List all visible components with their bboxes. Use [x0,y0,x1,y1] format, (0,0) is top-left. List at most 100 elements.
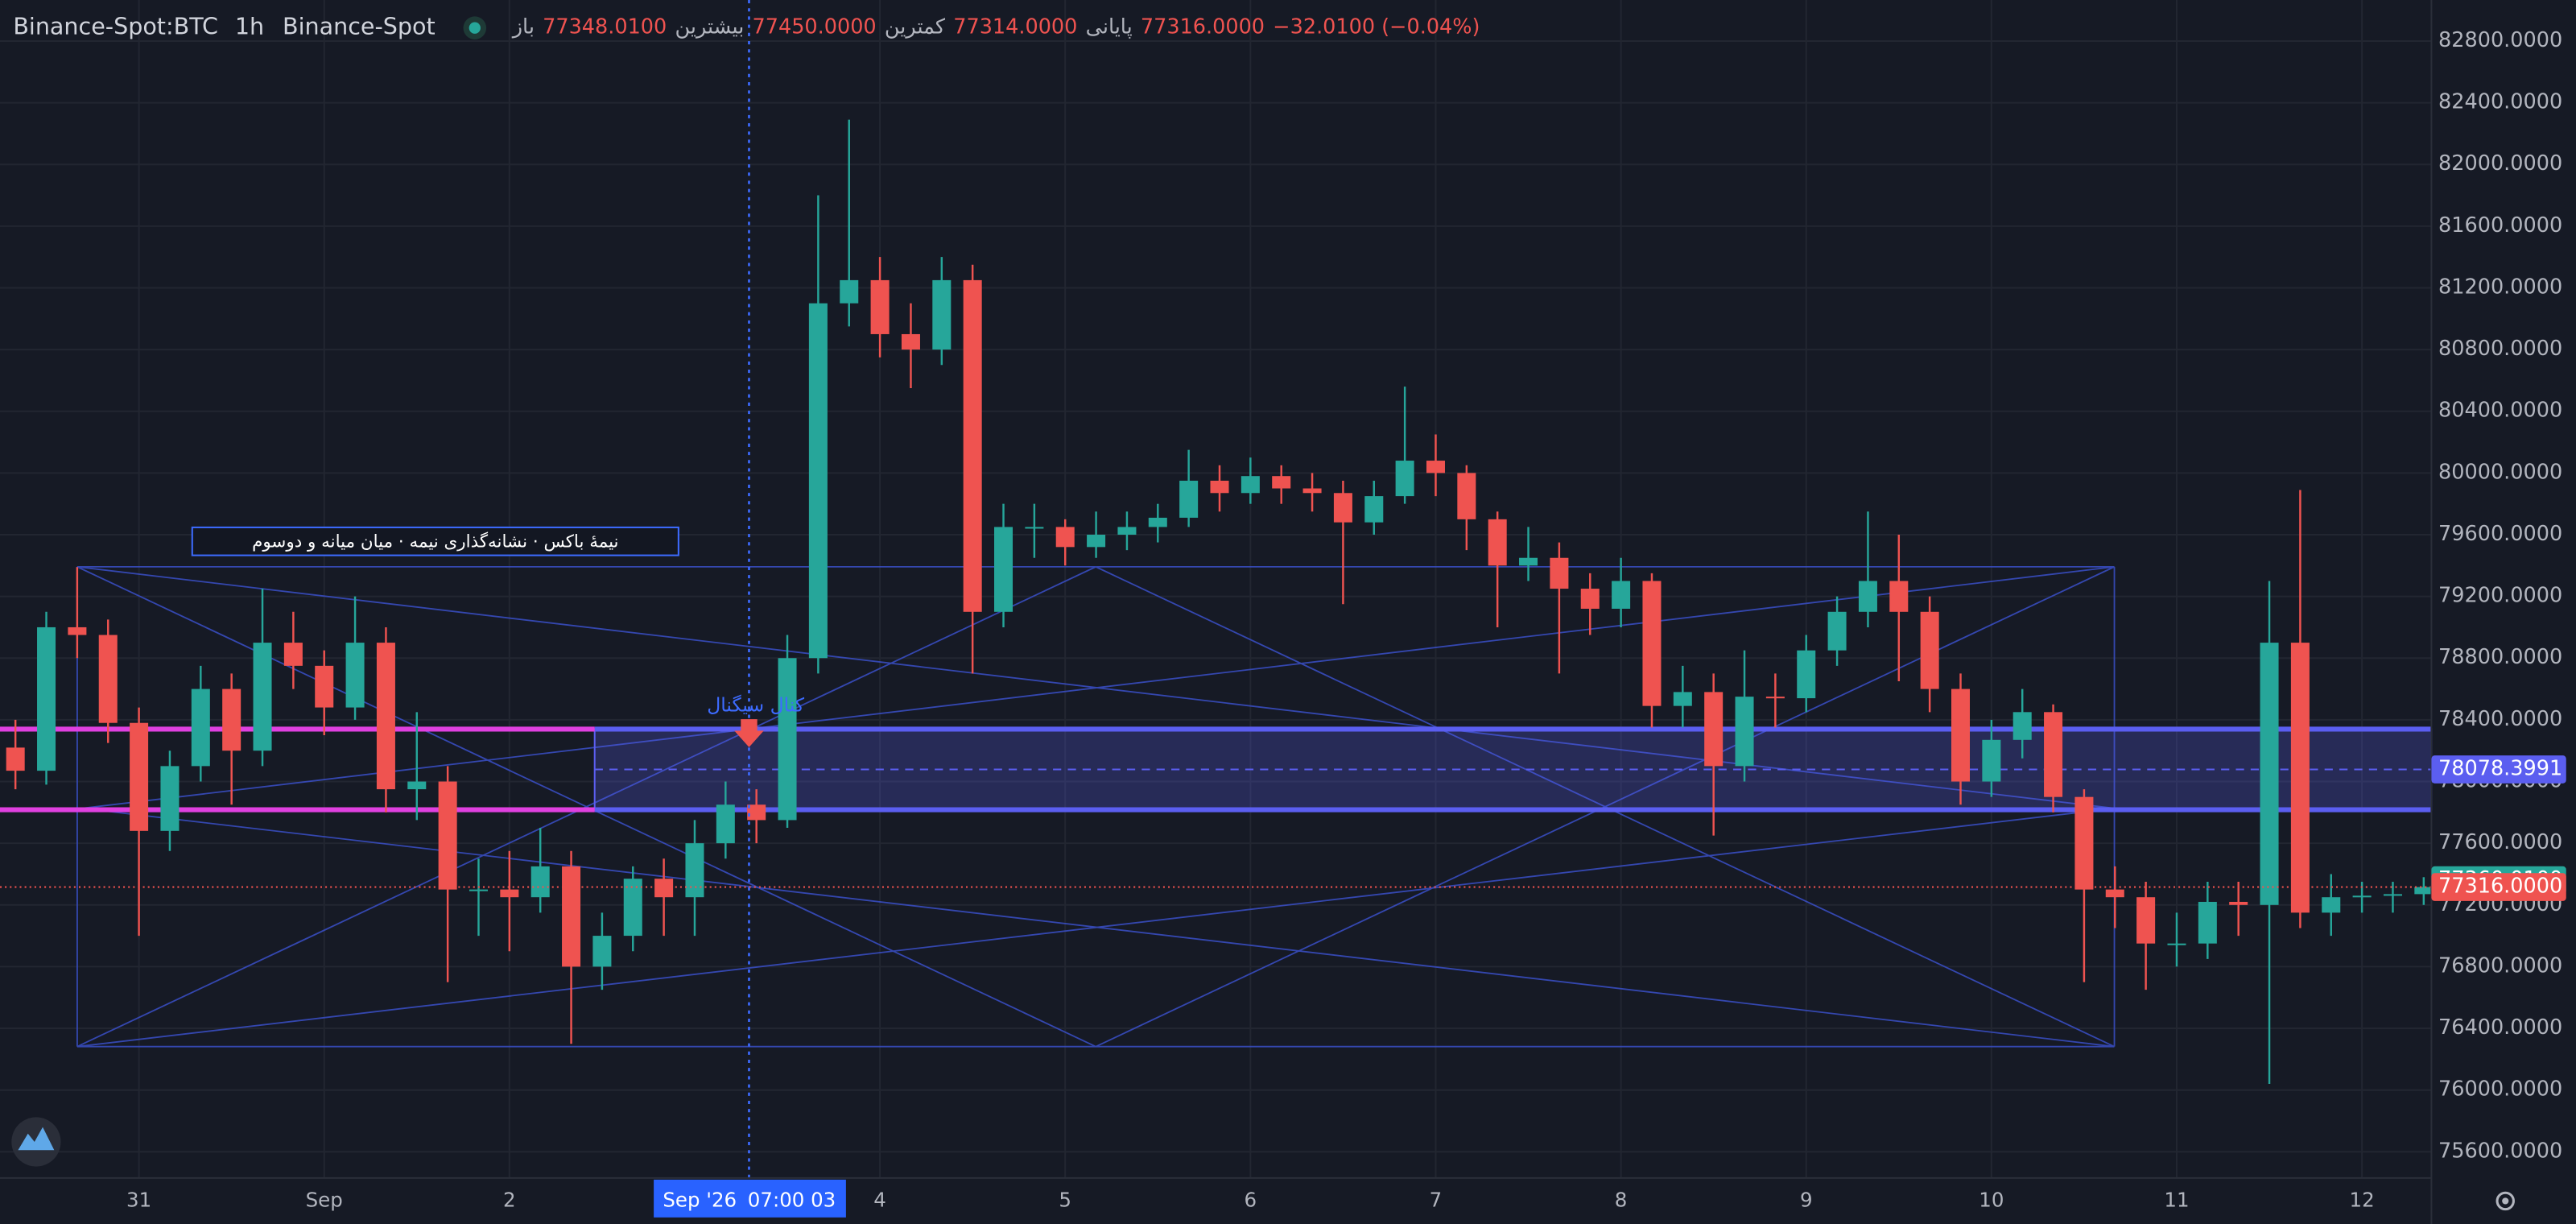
candle-body [2198,901,2217,944]
candle-body [1302,488,1322,494]
y-tick-label: 76800.0000 [2438,953,2562,978]
candle-body [2383,894,2402,896]
x-tick-label: 10 [1979,1188,2004,1211]
candle-body [1797,650,1816,699]
candle-body [592,936,612,967]
candle-body [530,866,550,898]
y-tick-label: 75600.0000 [2438,1139,2562,1163]
candle-body [2105,889,2124,898]
y-tick-label: 79200.0000 [2438,584,2562,608]
candle-body [1333,493,1352,523]
legend-value: 77316.0000 [1141,15,1265,39]
candle-body [901,333,920,350]
y-tick-label: 81600.0000 [2438,213,2562,238]
candle-body [1148,517,1167,527]
signal-text: کنال سیگنال [707,693,805,716]
legend-value: 77348.0100 [543,15,667,39]
candle-body [407,781,427,790]
candle-body [2414,887,2434,895]
box-layer [0,726,2433,813]
y-tick-label: 81200.0000 [2438,275,2562,299]
candle-body [623,879,642,937]
x-tick-label: 7 [1430,1188,1443,1211]
y-tick-label: 78400.0000 [2438,707,2562,731]
logo-mark [18,1127,55,1151]
candle-body [469,889,488,891]
candle-body [438,781,457,890]
crosshair-label-bg [654,1179,846,1218]
candle-body [778,658,797,821]
candle-body [870,279,890,334]
candle-body [1087,535,1106,548]
legend-label: کمترین [885,15,946,39]
candle-body [1457,473,1476,519]
price-badge [2431,873,2566,901]
candle-body [1735,697,1754,767]
y-tick-label: 79600.0000 [2438,522,2562,546]
candle-body [2044,712,2063,797]
candle-body [1025,527,1044,529]
candle-body [2352,895,2372,898]
candles [6,119,2434,1085]
legend-change: −32.0100 (−0.04%) [1273,15,1480,39]
candle-body [191,688,210,767]
candle-body [1704,692,1724,767]
candle-body [2229,901,2248,905]
x-tick-label: 6 [1245,1188,1257,1211]
candle-body [1055,527,1075,548]
candle-body [1272,476,1291,489]
header: Binance-Spot:BTC 1h Binance-Spot باز 7734… [13,13,1480,40]
interval[interactable]: 1h [235,13,264,40]
candle-body [37,626,56,771]
status-dot [469,22,481,34]
y-tick-label: 78800.0000 [2438,645,2562,669]
candle-body [98,635,118,723]
settings-center [2502,1197,2509,1205]
x-tick-label: 12 [2350,1188,2375,1211]
x-tick-label: Sep [306,1188,343,1211]
pattern-line [81,807,2115,1048]
candle-body [1951,688,1971,782]
candle-body [1395,461,1414,497]
candle-body [222,688,242,751]
y-tick-label: 77600.0000 [2438,830,2562,854]
candle-body [1920,611,1939,689]
candle-body [1519,557,1538,566]
y-tick-label: 80400.0000 [2438,399,2562,423]
candle-body [376,643,395,790]
y-tick-label: 82400.0000 [2438,90,2562,114]
candle-body [1889,581,1909,612]
candle-body [1982,739,2001,782]
candle-body [747,804,766,821]
candle-body [562,866,581,967]
legend-value: 77314.0000 [953,15,1077,39]
crosshair-time: 07:00 03 [748,1188,836,1211]
candle-body [2136,897,2156,944]
candle-body [716,804,735,844]
pattern-line [81,565,2115,809]
candle-body [1426,461,1445,473]
candle-body [500,889,519,898]
candle-body [1765,697,1785,699]
settings[interactable] [2496,1191,2515,1211]
x-tick-label: 8 [1615,1188,1628,1211]
candle-body [2167,943,2186,945]
note-text: نیمهٔ باکس · نشانه‌گذاری نیمه · میان میا… [252,531,618,552]
candle-body [160,766,180,831]
candle-body [253,643,272,751]
price-badge [2431,755,2566,784]
candle-body [68,626,87,635]
overlay: کنال سیگنال [0,0,2432,1178]
x-tick-label: 9 [1800,1188,1813,1211]
candle-body [2322,897,2341,913]
candle-body [1210,480,1229,494]
x-tick-label: 5 [1059,1188,1071,1211]
x-tick-label: 11 [2164,1188,2189,1211]
y-tick-label: 80000.0000 [2438,460,2562,484]
y-tick-label: 82000.0000 [2438,151,2562,176]
candle-body [654,879,674,898]
